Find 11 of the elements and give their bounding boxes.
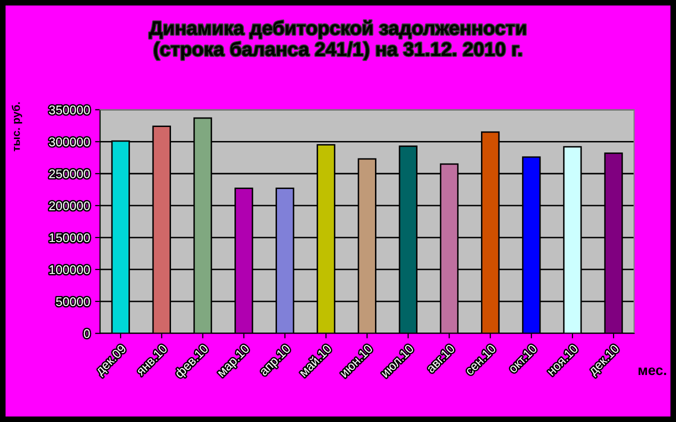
y-tick-label: 150000 <box>50 233 90 242</box>
y-axis-title: тыс. руб. <box>12 102 22 152</box>
y-tick-label: 100000 <box>50 265 90 274</box>
y-tick-label: 300000 <box>49 137 90 146</box>
y-tick-label: 250000 <box>49 169 90 178</box>
y-tick-label: 0 <box>84 329 90 338</box>
y-tick-label: 200000 <box>49 201 90 210</box>
chart-title: Динамика дебиторской задолженности (строка баланса 241/1) на 31.12. 2010 г. <box>149 20 526 60</box>
y-tick-label: 350000 <box>49 106 90 114</box>
x-axis-title: мес. <box>638 367 666 376</box>
y-tick-label: 50000 <box>56 297 90 306</box>
